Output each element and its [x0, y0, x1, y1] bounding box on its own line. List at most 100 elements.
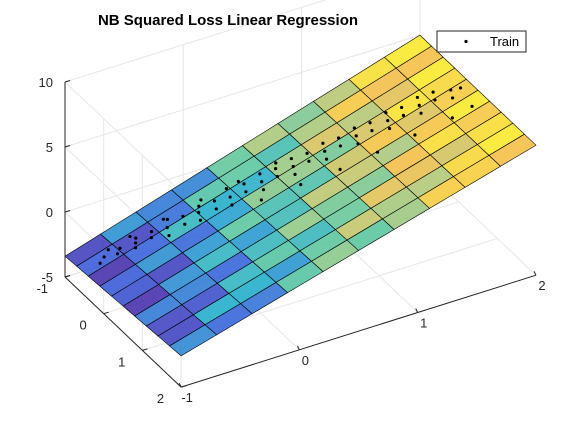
- train-point-1: [102, 255, 106, 259]
- train-point-57: [259, 198, 263, 202]
- train-point-64: [106, 248, 110, 252]
- train-point-54: [450, 96, 455, 100]
- train-point-62: [450, 116, 454, 120]
- train-point-28: [273, 167, 278, 171]
- chart-title: NB Squared Loss Linear Regression: [98, 12, 358, 29]
- train-point-40: [354, 134, 358, 138]
- train-point-41: [352, 126, 356, 130]
- train-point-31: [289, 156, 293, 161]
- train-point-59: [338, 167, 342, 171]
- axes-box: [64, 80, 537, 388]
- train-point-7: [149, 236, 153, 240]
- regression-surface: [64, 34, 537, 357]
- train-point-22: [244, 190, 248, 194]
- train-point-60: [375, 150, 380, 154]
- z-tick-3: [64, 80, 71, 83]
- train-point-52: [433, 98, 437, 102]
- train-point-5: [134, 241, 138, 245]
- y-tick-2: [142, 348, 148, 351]
- x-tick-label-2: 1: [420, 316, 427, 331]
- z-tick-1: [64, 210, 71, 213]
- grid-line-z-left-3: [64, 81, 182, 193]
- surface-cell-0-0: [64, 233, 113, 267]
- train-point-26: [258, 172, 262, 176]
- y-tick-label-3: 2: [157, 391, 164, 406]
- train-point-32: [307, 159, 311, 163]
- train-point-49: [419, 111, 423, 115]
- y-tick-label-0: -1: [36, 281, 48, 296]
- grid-line-z-back-3: [64, 0, 327, 83]
- train-point-55: [449, 88, 453, 92]
- train-point-53: [431, 90, 435, 94]
- train-point-36: [321, 141, 325, 145]
- y-tick-label-1: 0: [79, 318, 86, 333]
- z-tick-2: [64, 145, 71, 148]
- train-point-65: [128, 234, 132, 239]
- train-point-17: [214, 207, 218, 211]
- train-point-16: [197, 204, 201, 208]
- train-point-58: [299, 183, 303, 187]
- x-axis-line: [180, 274, 537, 388]
- train-point-19: [230, 203, 234, 207]
- train-point-37: [338, 144, 343, 148]
- train-point-50: [417, 103, 421, 107]
- x-tick-3: [533, 270, 537, 276]
- train-point-63: [470, 104, 474, 108]
- train-point-14: [198, 218, 203, 222]
- train-point-3: [118, 246, 122, 250]
- train-point-23: [242, 182, 246, 186]
- train-point-35: [323, 149, 327, 153]
- train-point-34: [324, 157, 329, 161]
- train-point-2: [115, 252, 120, 256]
- train-point-47: [401, 113, 406, 117]
- legend-label-train: Train: [490, 34, 519, 49]
- train-point-68: [236, 179, 240, 184]
- y-tick-label-2: 1: [118, 354, 125, 369]
- z-tick-label-2: 5: [46, 140, 53, 155]
- x-tick-label-1: 0: [302, 353, 309, 368]
- train-point-27: [275, 174, 279, 179]
- train-point-43: [368, 121, 372, 125]
- legend-box: [436, 30, 527, 53]
- train-point-42: [370, 129, 374, 133]
- legend-marker-train: [464, 39, 468, 44]
- train-point-13: [181, 214, 185, 218]
- grid-line-z-back-2: [64, 34, 421, 148]
- x-tick-2: [415, 308, 419, 313]
- train-point-12: [183, 222, 187, 226]
- z-tick-label-0: -5: [41, 270, 53, 285]
- x-tick-1: [296, 345, 300, 351]
- train-point-44: [387, 126, 392, 131]
- train-point-4: [133, 246, 138, 250]
- train-point-69: [274, 161, 278, 165]
- x-tick-label-0: -1: [181, 390, 193, 405]
- train-point-6: [134, 236, 138, 240]
- y-axis-line: [64, 276, 182, 388]
- train-point-25: [260, 180, 264, 184]
- train-point-9: [167, 233, 171, 238]
- train-point-56: [458, 86, 463, 90]
- train-point-18: [212, 199, 217, 203]
- train-point-10: [165, 226, 169, 230]
- train-point-45: [386, 119, 390, 123]
- train-point-39: [356, 142, 360, 146]
- train-point-11: [161, 217, 165, 221]
- train-point-61: [413, 133, 417, 137]
- train-point-48: [400, 105, 404, 110]
- train-point-0: [98, 261, 102, 265]
- train-point-67: [199, 198, 203, 202]
- train-point-21: [224, 187, 229, 191]
- train-point-66: [165, 217, 169, 221]
- z-tick-label-3: 10: [39, 75, 53, 90]
- train-point-8: [149, 230, 154, 234]
- train-points: [98, 86, 474, 265]
- x-tick-label-3: 2: [538, 278, 545, 293]
- train-point-15: [197, 210, 201, 214]
- train-point-30: [291, 164, 295, 169]
- train-point-20: [228, 195, 232, 199]
- train-point-24: [261, 188, 266, 192]
- x-tick-0: [178, 382, 182, 388]
- train-point-46: [384, 111, 388, 115]
- train-point-51: [415, 95, 420, 100]
